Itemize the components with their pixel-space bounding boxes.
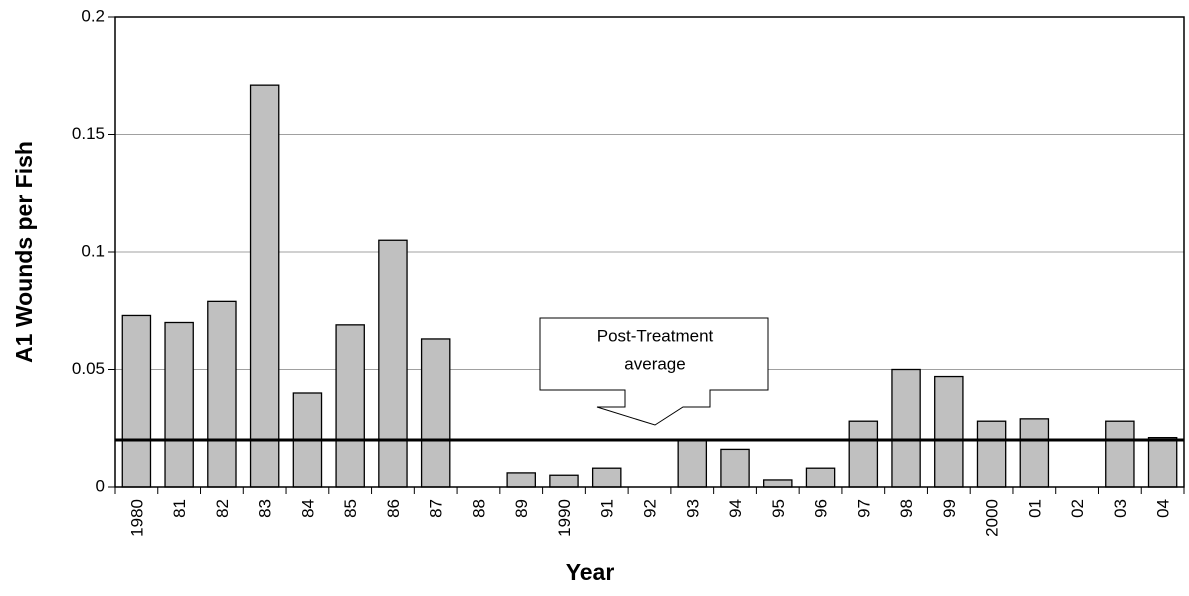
bar xyxy=(677,439,708,488)
x-tick-label: 97 xyxy=(854,499,873,518)
x-tick-label: 81 xyxy=(170,499,189,518)
bar xyxy=(207,300,237,488)
y-tick-label: 0.05 xyxy=(72,359,105,378)
bar xyxy=(420,338,451,488)
bar xyxy=(891,368,921,488)
bar xyxy=(1105,420,1135,488)
x-tick-label: 95 xyxy=(769,499,788,518)
bar xyxy=(763,479,793,488)
x-tick-label: 89 xyxy=(512,499,531,518)
bar xyxy=(121,314,152,488)
x-tick-label: 92 xyxy=(641,499,660,518)
bar xyxy=(805,467,836,488)
bar xyxy=(976,420,1007,488)
x-tick-label: 93 xyxy=(683,499,702,518)
bar xyxy=(164,321,194,488)
plot: 0 0.05 0.1 0.15 0.2 1980 81 82 83 84 85 86 87 88 89 199… xyxy=(72,6,1185,537)
x-tick-label: 82 xyxy=(213,499,232,518)
bar xyxy=(378,239,408,488)
x-tick-label: 98 xyxy=(897,499,916,518)
bar xyxy=(591,467,622,488)
y-axis-title: A1 Wounds per Fish xyxy=(11,141,37,363)
bar xyxy=(848,420,879,488)
x-tick-label: 01 xyxy=(1025,499,1044,518)
x-tick-label: 83 xyxy=(256,499,275,518)
y-tick-label: 0.1 xyxy=(81,241,105,260)
x-tick-label: 94 xyxy=(726,499,745,518)
bar xyxy=(506,472,536,488)
x-tick-label: 1990 xyxy=(555,499,574,537)
x-tick-label: 02 xyxy=(1068,499,1087,518)
x-tick-label: 87 xyxy=(427,499,446,518)
y-tick-label: 0 xyxy=(96,476,105,495)
x-tick-label: 96 xyxy=(812,499,831,518)
x-axis-title: Year xyxy=(566,559,615,585)
x-tick-label: 88 xyxy=(469,499,488,518)
x-tick-label: 04 xyxy=(1154,499,1173,518)
bar xyxy=(934,375,964,488)
plot-frame xyxy=(114,16,1185,488)
x-tick-label: 1980 xyxy=(127,499,146,537)
bar xyxy=(1147,436,1178,488)
annotation: Post-Treatment xyxy=(597,326,714,345)
annotation: average xyxy=(624,354,685,373)
bar xyxy=(249,84,280,488)
callout xyxy=(539,317,769,426)
x-tick-label: 91 xyxy=(598,499,617,518)
bar xyxy=(1019,418,1050,488)
bar xyxy=(549,474,579,488)
bar xyxy=(335,324,365,488)
y-tick-label: 0.2 xyxy=(81,6,105,25)
x-tick-label: 2000 xyxy=(983,499,1002,537)
x-tick-label: 85 xyxy=(341,499,360,518)
x-tick-label: 03 xyxy=(1111,499,1130,518)
x-tick-label: 99 xyxy=(940,499,959,518)
bar xyxy=(720,448,750,488)
x-tick-label: 84 xyxy=(298,499,317,518)
y-tick-label: 0.15 xyxy=(72,124,105,143)
x-tick-label: 86 xyxy=(384,499,403,518)
